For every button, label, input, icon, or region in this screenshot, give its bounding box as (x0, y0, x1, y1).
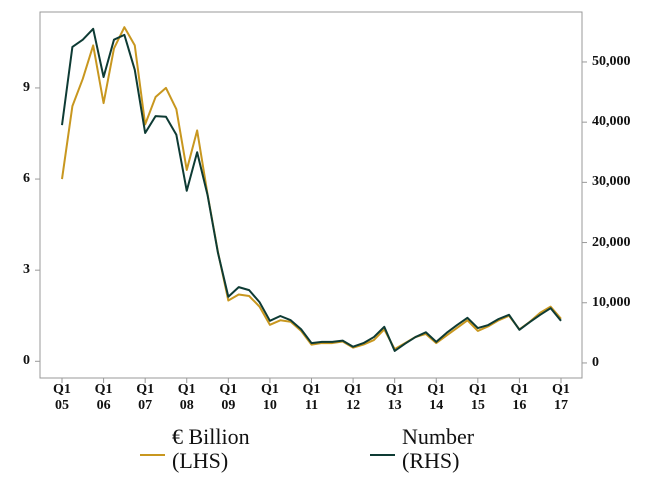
y2-tick-label: 0 (592, 354, 599, 370)
y2-tick-label: 50,000 (592, 53, 631, 69)
x-tick-label: Q1 14 (427, 382, 446, 413)
legend-label: € Billion (LHS) (172, 424, 250, 473)
x-tick-label: Q1 16 (510, 382, 529, 413)
x-tick-label: Q1 15 (468, 382, 487, 413)
plot-frame (39, 11, 583, 379)
y2-tick-label: 30,000 (592, 174, 631, 190)
x-tick-label: Q1 17 (552, 382, 570, 413)
x-tick-label: Q1 09 (219, 382, 238, 413)
x-tick-label: Q1 10 (260, 382, 279, 413)
y-tick-label: 3 (23, 262, 30, 278)
y-tick-label: 9 (23, 79, 30, 95)
series-line (61, 26, 562, 351)
series-line (61, 27, 562, 352)
x-tick-label: Q1 13 (385, 382, 404, 413)
x-tick-label: Q1 11 (302, 382, 321, 413)
x-tick-label: Q1 05 (53, 382, 71, 413)
x-tick-label: Q1 12 (344, 382, 363, 413)
x-tick-label: Q1 07 (136, 382, 155, 413)
legend-label: Number (RHS) (402, 424, 475, 473)
y-tick-label: 6 (23, 171, 30, 187)
y2-tick-label: 40,000 (592, 114, 631, 130)
y2-tick-label: 20,000 (592, 234, 631, 250)
y2-tick-label: 10,000 (592, 294, 631, 310)
x-tick-label: Q1 06 (94, 382, 113, 413)
y-tick-label: 0 (23, 353, 30, 369)
x-tick-label: Q1 08 (177, 382, 196, 413)
